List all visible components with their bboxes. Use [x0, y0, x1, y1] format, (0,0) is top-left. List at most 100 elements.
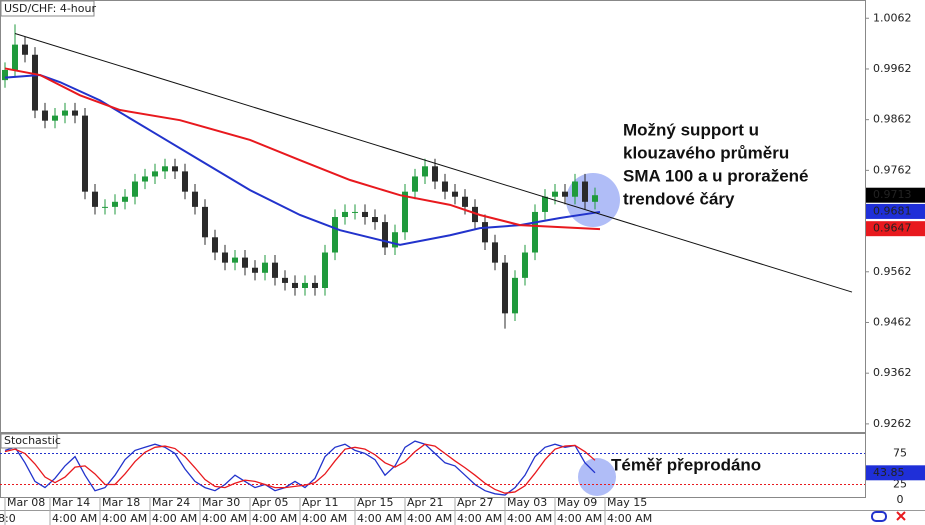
candle-body: [352, 211, 358, 213]
candle-body: [332, 217, 338, 253]
candle-body: [92, 191, 98, 207]
candle-body: [32, 54, 38, 111]
annotation: trendové čáry: [623, 189, 735, 208]
candle-body: [322, 252, 328, 288]
close-icon[interactable]: [896, 511, 906, 521]
line-series: [14, 32, 853, 293]
candle-body: [492, 242, 498, 263]
y-tick-label: 0: [897, 493, 904, 506]
candle-body: [142, 176, 148, 182]
y-tick-label: 0.9562: [873, 265, 912, 278]
candle-body: [222, 252, 228, 263]
candle-body: [502, 262, 508, 314]
annotation: Možný support u: [623, 120, 759, 139]
candle-body: [552, 191, 558, 197]
candle-body: [112, 201, 118, 207]
candle-body: [232, 257, 238, 263]
candle-body: [522, 252, 528, 278]
price-label: 0.9681: [873, 204, 912, 217]
y-tick-label: 0.9362: [873, 366, 912, 379]
candle-body: [472, 206, 478, 223]
x-time-label: 4:00 AM: [407, 512, 452, 525]
y-tick-label: 0.9962: [873, 62, 912, 75]
candle-body: [342, 211, 348, 218]
candle-body: [132, 181, 138, 197]
candle-body: [402, 191, 408, 233]
x-tick-label: Apr 15: [357, 496, 394, 509]
x-time-label: 4:00 AM: [357, 512, 402, 525]
price-label-box: [866, 187, 925, 203]
stochastic-line: [4, 443, 596, 494]
x-tick-label: Apr 21: [407, 496, 444, 509]
candle-body: [582, 181, 588, 202]
candle-body: [12, 44, 18, 70]
candle-body: [432, 166, 438, 182]
candle-body: [82, 115, 88, 192]
current-value-label: 43.85: [873, 466, 905, 479]
x-time-label: 4:00 AM: [252, 512, 297, 525]
candle-body: [562, 191, 568, 197]
y-tick-label: 1.0062: [873, 11, 912, 24]
candle-body: [182, 171, 188, 192]
x-time-label: 4:00 AM: [102, 512, 147, 525]
candle-body: [532, 211, 538, 253]
candle-body: [102, 206, 108, 208]
candle-body: [592, 195, 598, 202]
x-time-label: 8:0: [0, 512, 16, 525]
candle-body: [242, 257, 248, 268]
candle-body: [202, 206, 208, 238]
candle-body: [162, 166, 168, 172]
x-time-label: 4:00 AM: [457, 512, 502, 525]
x-tick-label: Mar 08: [7, 496, 45, 509]
link-icon[interactable]: [871, 511, 887, 522]
candle-body: [512, 277, 518, 314]
candle-body: [22, 44, 28, 55]
annotation: SMA 100 a u proražené: [623, 166, 809, 185]
x-tick-label: Mar 14: [52, 496, 90, 509]
x-time-label: 4:00 AM: [507, 512, 552, 525]
candle-body: [272, 262, 278, 278]
candle-body: [392, 232, 398, 248]
x-tick-label: May 03: [507, 496, 547, 509]
candle-body: [452, 191, 458, 197]
candle-body: [282, 277, 288, 283]
candle-body: [302, 282, 308, 288]
candle-body: [72, 110, 78, 116]
price-label-box: [866, 221, 925, 237]
x-tick-label: May 15: [607, 496, 647, 509]
x-tick-label: Apr 27: [457, 496, 494, 509]
candle-body: [462, 196, 468, 207]
line-series: [4, 74, 601, 246]
candle-body: [252, 267, 258, 273]
bottom-icons[interactable]: [871, 511, 906, 522]
y-tick-label: 0.9762: [873, 163, 912, 176]
candle-body: [172, 166, 178, 172]
candle-body: [442, 181, 448, 192]
plot-layer: 1.0062 0.9962 0.9862 0.9762 0.9562 0.9462 0.93…: [0, 11, 925, 525]
price-label-box: [866, 203, 925, 219]
candle-body: [312, 282, 318, 288]
annotation: Téměř přeprodáno: [611, 455, 761, 474]
y-tick-label: 0.9862: [873, 113, 912, 126]
candle-body: [122, 196, 128, 202]
x-tick-label: May 09: [557, 496, 597, 509]
candle-body: [362, 211, 368, 218]
candle-body: [542, 196, 548, 212]
candle-body: [382, 222, 388, 248]
candle-body: [372, 217, 378, 223]
x-time-label: 4:00 AM: [302, 512, 347, 525]
candle-body: [212, 237, 218, 253]
main-panel-frame: [0, 0, 866, 433]
candle-body: [42, 110, 48, 121]
x-tick-label: Mar 30: [202, 496, 240, 509]
stochastic-line: [4, 440, 596, 496]
x-time-label: 4:00 AM: [607, 512, 652, 525]
price-label: 0.9647: [873, 222, 912, 235]
x-time-label: 4:00 AM: [52, 512, 97, 525]
candle-body: [412, 176, 418, 192]
current-value-box: [866, 465, 925, 481]
x-time-label: 4:00 AM: [557, 512, 602, 525]
x-tick-label: Apr 05: [252, 496, 289, 509]
candle-body: [2, 69, 8, 81]
